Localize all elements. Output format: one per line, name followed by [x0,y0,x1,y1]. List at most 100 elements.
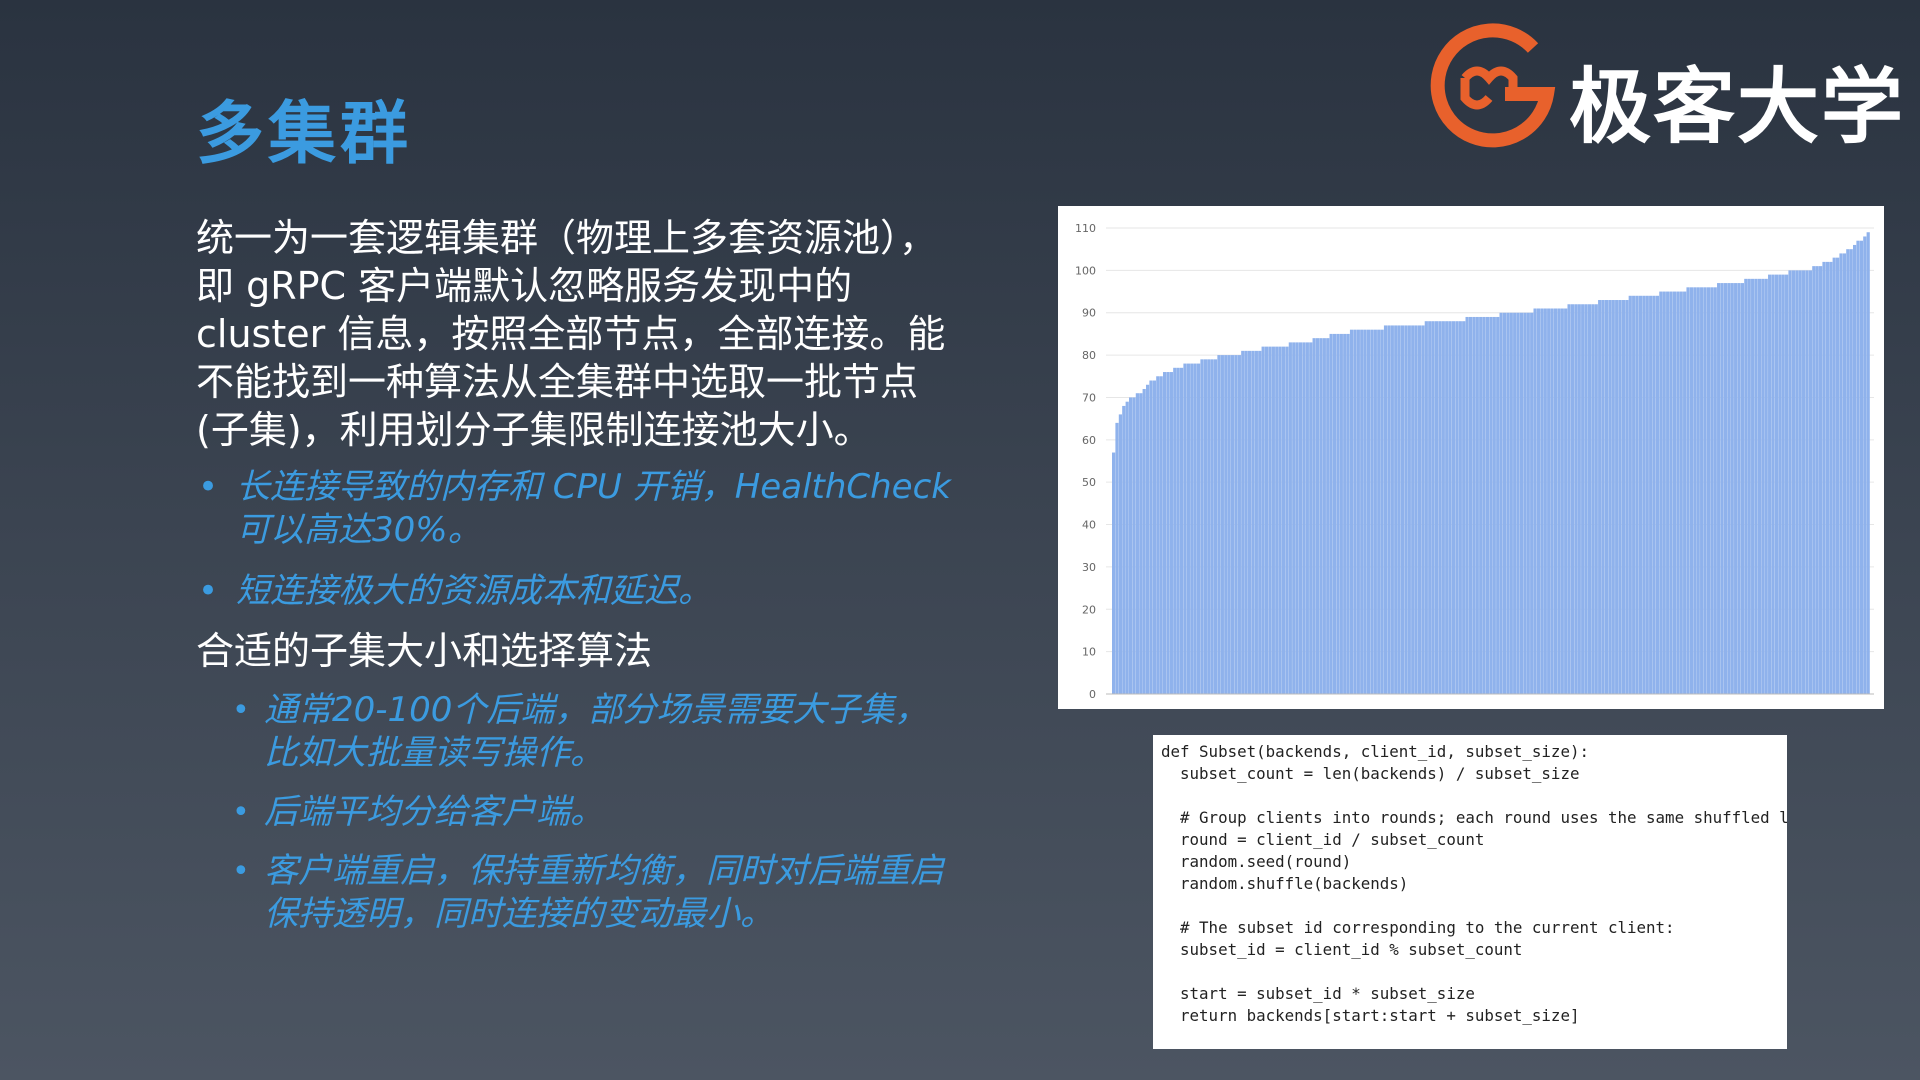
chart-bar [1652,295,1656,694]
logo-text: 极客大学 [1569,60,1906,155]
code-line: round = client_id / subset_count [1161,830,1485,849]
chart-bar [1632,295,1636,694]
chart-bar [1244,350,1248,694]
chart-bar [1285,346,1289,694]
chart-bar [1445,321,1449,694]
subheading: 合适的子集大小和选择算法 [196,629,653,673]
chart-bar [1482,316,1486,694]
chart-bar [1676,291,1680,694]
chart-bar [1312,338,1316,694]
chart-bar [1356,329,1360,694]
chart-bar [1550,308,1554,694]
chart-bar [1747,278,1751,694]
chart-bar [1618,300,1622,694]
chart-bar [1662,291,1666,694]
chart-bar [1832,257,1836,694]
chart-bar [1638,295,1643,694]
chart-bar [1492,316,1496,694]
chart-bar [1608,300,1612,694]
chart-bar [1822,261,1826,694]
chart-bar [1601,300,1605,694]
chart-bar [1713,287,1717,694]
chart-bar [1740,283,1745,694]
chart-bar [1179,367,1184,694]
geekbang-g-logo-icon [1430,23,1556,148]
chart-bar [1400,325,1405,694]
chart-bar [1288,342,1292,694]
chart-bar [1190,363,1194,694]
chart-bar [1815,266,1819,694]
chart-bar [1598,300,1602,694]
chart-bar [1458,321,1462,694]
chart-bar [1200,359,1204,694]
code-line: start = subset_id * subset_size [1161,984,1475,1003]
intro-paragraph: 统一为一套逻辑集群（物理上多套资源池），即 gRPC 客户端默认忽略服务发现中的… [196,216,946,452]
chart-bar [1788,270,1792,694]
chart-bar [1859,240,1863,694]
chart-bar [1377,329,1381,694]
chart-bar [1217,355,1221,694]
chart-bar [1666,291,1670,694]
chart-bar [1292,342,1296,694]
chart-bar [1220,355,1224,694]
chart-bar [1122,405,1126,694]
chart-bar [1686,287,1690,694]
chart-bar [1795,270,1799,694]
chart-bar [1247,350,1252,694]
chart-bar [1727,283,1731,694]
chart-bar [1853,244,1857,694]
chart-bar [1302,342,1306,694]
code-line: def Subset(backends, client_id, subset_s… [1161,742,1589,761]
chart-bar [1183,363,1187,694]
chart-bar [1839,253,1843,695]
chart-bar [1703,287,1707,694]
code-line: random.seed(round) [1161,852,1352,871]
chart-bar [1397,325,1401,694]
chart-bar [1411,325,1415,694]
chart-bar [1472,316,1476,694]
chart-bar [1373,329,1377,694]
chart-bar [1761,278,1765,694]
chart-bar [1115,422,1119,694]
code-line: subset_id = client_id % subset_count [1161,940,1523,959]
chart-bar [1186,363,1190,694]
chart-bar [1298,342,1303,694]
y-tick-label: 110 [1075,222,1096,235]
chart-bar [1230,355,1235,694]
chart-bar [1584,304,1588,694]
content-column: 统一为一套逻辑集群（物理上多套资源池），即 gRPC 客户端默认忽略服务发现中的… [196,214,956,936]
chart-bar [1213,359,1218,694]
code-line [1161,785,1779,807]
chart-bar [1237,355,1241,694]
chart-bar [1751,278,1755,694]
chart-bar [1689,287,1694,694]
chart-bar [1720,283,1724,694]
y-tick-label: 100 [1075,264,1096,277]
chart-bar [1210,359,1214,694]
chart-bar [1771,274,1775,694]
chart-bar [1363,329,1367,694]
chart-bar [1700,287,1704,694]
chart-bar [1791,270,1796,694]
chart-bar [1781,274,1785,694]
chart-bar [1757,278,1762,694]
code-line: subset_count = len(backends) / subset_si… [1161,764,1580,783]
code-snippet: def Subset(backends, client_id, subset_s… [1153,735,1787,1049]
chart-bar [1258,350,1262,694]
code-line [1161,895,1779,917]
chart-bar [1819,266,1823,694]
chart-svg: 0 10 20 30 40 50 60 70 80 90 100 110 [1075,222,1874,701]
chart-bar [1125,401,1129,694]
chart-bar [1349,329,1354,694]
chart-bar [1706,287,1711,694]
chart-bar [1560,308,1564,694]
chart-bar [1390,325,1394,694]
chart-bar [1336,333,1340,694]
chart-bar [1135,393,1139,694]
chart-bar [1649,295,1653,694]
chart-bar [1424,321,1428,694]
chart-bar [1346,333,1350,694]
sub-bullet-item: 后端平均分给客户端。 [196,791,956,834]
chart-bar [1468,316,1473,694]
chart-bar [1268,346,1272,694]
